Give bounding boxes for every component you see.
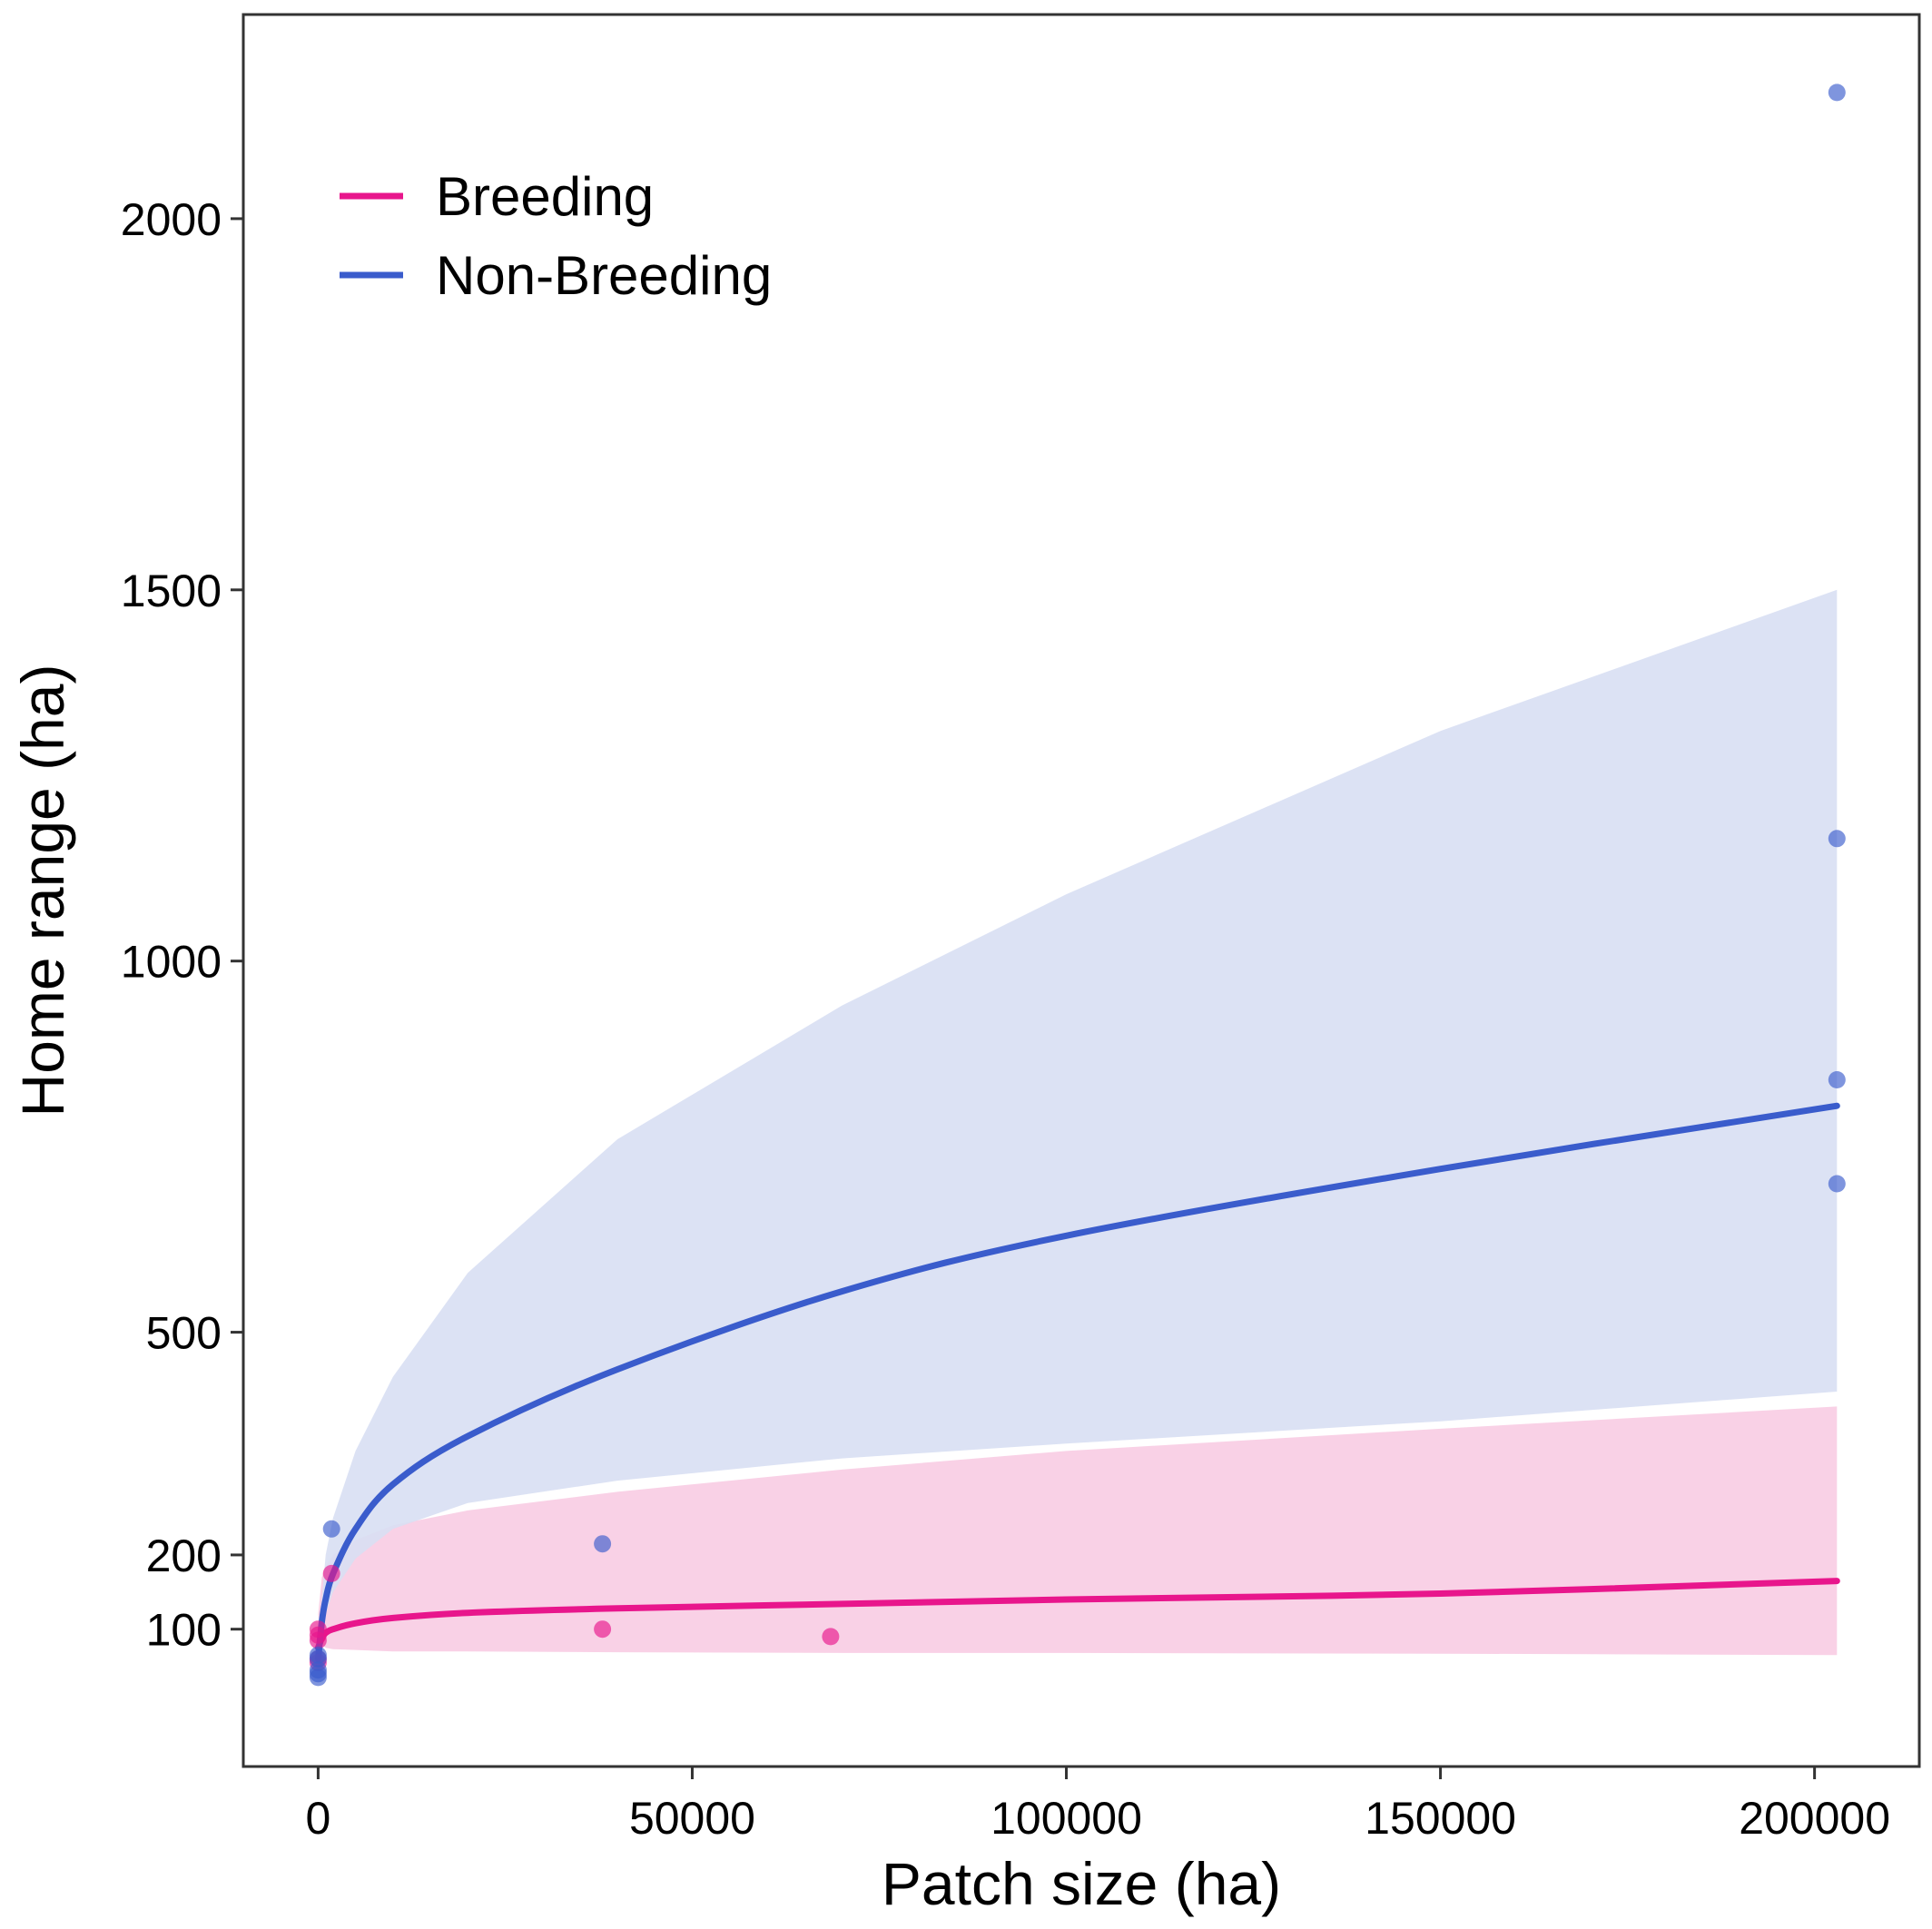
breeding-point xyxy=(594,1620,612,1639)
non-breeding-point xyxy=(1828,84,1846,102)
x-tick-label: 200000 xyxy=(1739,1793,1890,1844)
y-axis-title: Home range (ha) xyxy=(9,664,76,1117)
y-tick-label: 1000 xyxy=(121,937,222,988)
legend-label-breeding: Breeding xyxy=(436,166,654,227)
x-tick-label: 150000 xyxy=(1365,1793,1516,1844)
y-tick-label: 100 xyxy=(146,1605,222,1656)
non-breeding-point xyxy=(1828,1071,1846,1088)
y-axis: 100 200 500 1000 1500 2000 xyxy=(121,194,243,1656)
breeding-point xyxy=(822,1628,840,1646)
x-axis-title: Patch size (ha) xyxy=(882,1850,1281,1917)
x-axis: 0 50000 100000 150000 200000 xyxy=(306,1767,1890,1844)
y-tick-label: 1500 xyxy=(121,566,222,616)
breeding-point xyxy=(322,1564,340,1582)
breeding-fit-line xyxy=(314,1578,1840,1651)
non-breeding-point xyxy=(1828,1175,1846,1193)
data-points xyxy=(309,84,1846,1687)
y-tick-label: 200 xyxy=(146,1530,222,1581)
legend-label-non-breeding: Non-Breeding xyxy=(436,245,772,306)
non-breeding-confidence-band xyxy=(318,589,1838,1629)
x-tick-label: 50000 xyxy=(629,1793,755,1844)
legend: Breeding Non-Breeding xyxy=(340,166,772,306)
plot-panel-border xyxy=(242,13,1921,1768)
y-tick-label: 500 xyxy=(146,1308,222,1359)
breeding-point xyxy=(309,1631,327,1649)
x-tick-label: 100000 xyxy=(991,1793,1142,1844)
non-breeding-point xyxy=(309,1668,327,1687)
y-tick-label: 2000 xyxy=(121,194,222,245)
x-tick-label: 0 xyxy=(306,1793,331,1844)
non-breeding-point xyxy=(322,1520,340,1538)
non-breeding-point xyxy=(594,1535,612,1553)
non-breeding-point xyxy=(1828,830,1846,848)
